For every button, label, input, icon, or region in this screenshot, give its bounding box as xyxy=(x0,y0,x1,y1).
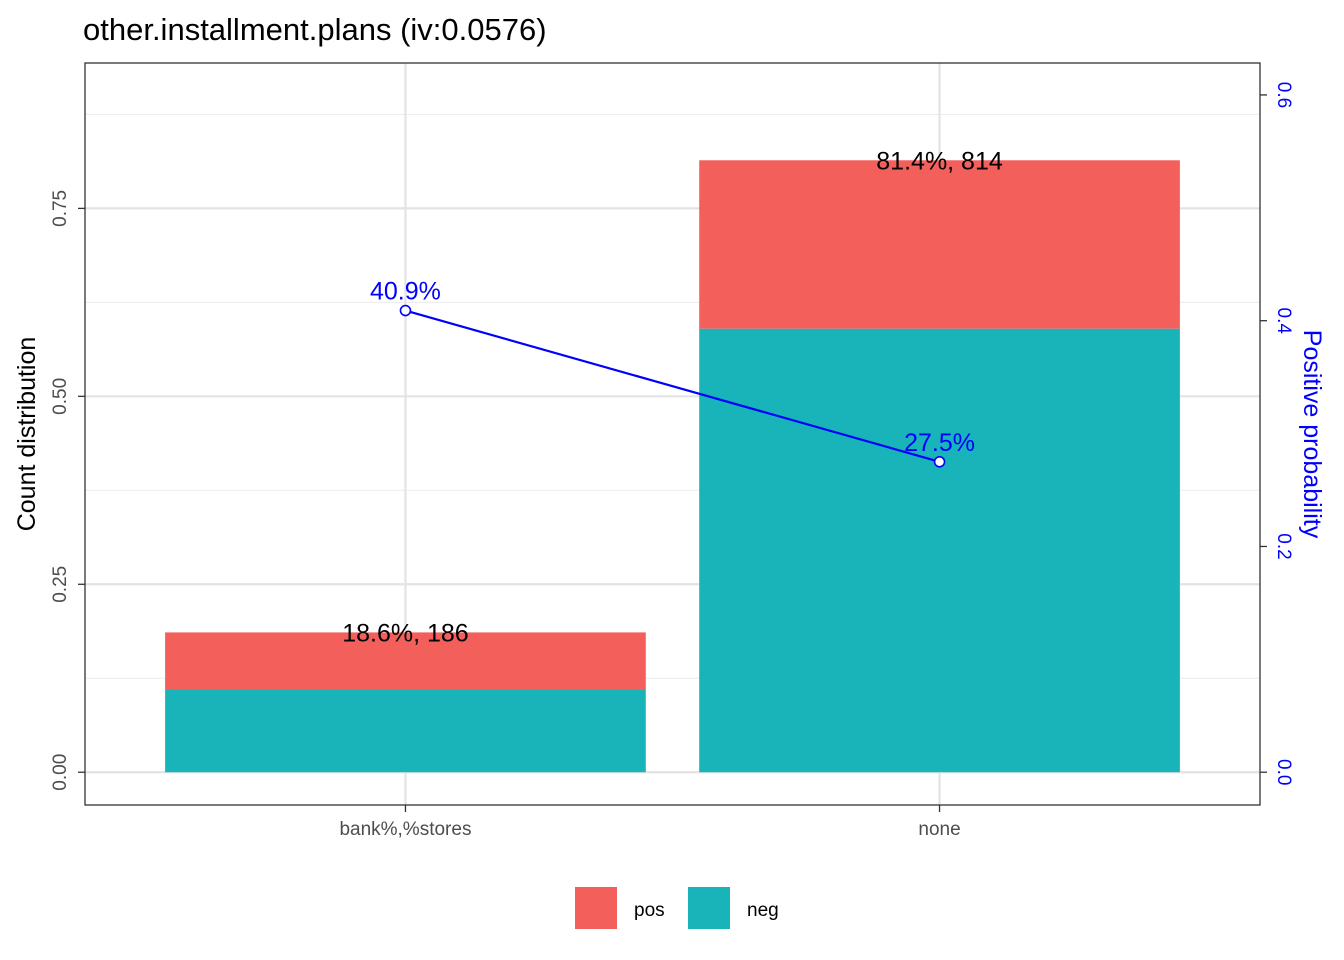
y-axis-title: Count distribution xyxy=(13,337,41,532)
probability-line xyxy=(399,304,946,468)
y2-tick-label: 0.4 xyxy=(1273,307,1294,334)
legend-key-neg xyxy=(688,887,730,929)
probability-label: 40.9% xyxy=(370,278,441,306)
probability-label: 27.5% xyxy=(904,429,975,457)
y2-axis-title: Positive probability xyxy=(1298,330,1326,539)
x-tick-label: bank%,%stores xyxy=(339,819,471,840)
bar-label: 18.6%, 186 xyxy=(342,619,469,647)
axes: 0.00 0.25 0.50 0.75 0.0 0.2 0.4 0.6 bank%,%store… xyxy=(50,82,1294,840)
y2-tick-label: 0.0 xyxy=(1273,759,1294,785)
y-tick-label: 0.00 xyxy=(50,754,71,791)
data-labels: 18.6%, 186 81.4%, 814 40.9% 27.5% xyxy=(342,147,1003,647)
bar-pos xyxy=(165,632,646,690)
bar-neg xyxy=(699,328,1180,773)
legend-label-pos: pos xyxy=(634,900,665,921)
probability-line-path xyxy=(405,309,940,463)
probability-point xyxy=(933,456,946,468)
legend-label-neg: neg xyxy=(747,900,779,921)
bars xyxy=(165,160,1180,773)
legend: pos neg xyxy=(575,887,779,929)
bar-neg xyxy=(165,689,646,773)
y-tick-label: 0.75 xyxy=(50,190,71,227)
bar-label: 81.4%, 814 xyxy=(876,147,1003,175)
y-tick-label: 0.25 xyxy=(50,566,71,603)
bar-pos xyxy=(699,160,1180,329)
y-tick-label: 0.50 xyxy=(50,378,71,415)
legend-key-pos xyxy=(575,887,617,929)
y2-tick-label: 0.2 xyxy=(1273,533,1294,559)
y2-tick-label: 0.6 xyxy=(1273,82,1294,108)
plot-border xyxy=(84,62,1261,806)
chart-title: other.installment.plans (iv:0.0576) xyxy=(83,12,547,47)
x-tick-label: none xyxy=(918,819,960,840)
probability-point xyxy=(399,304,412,317)
